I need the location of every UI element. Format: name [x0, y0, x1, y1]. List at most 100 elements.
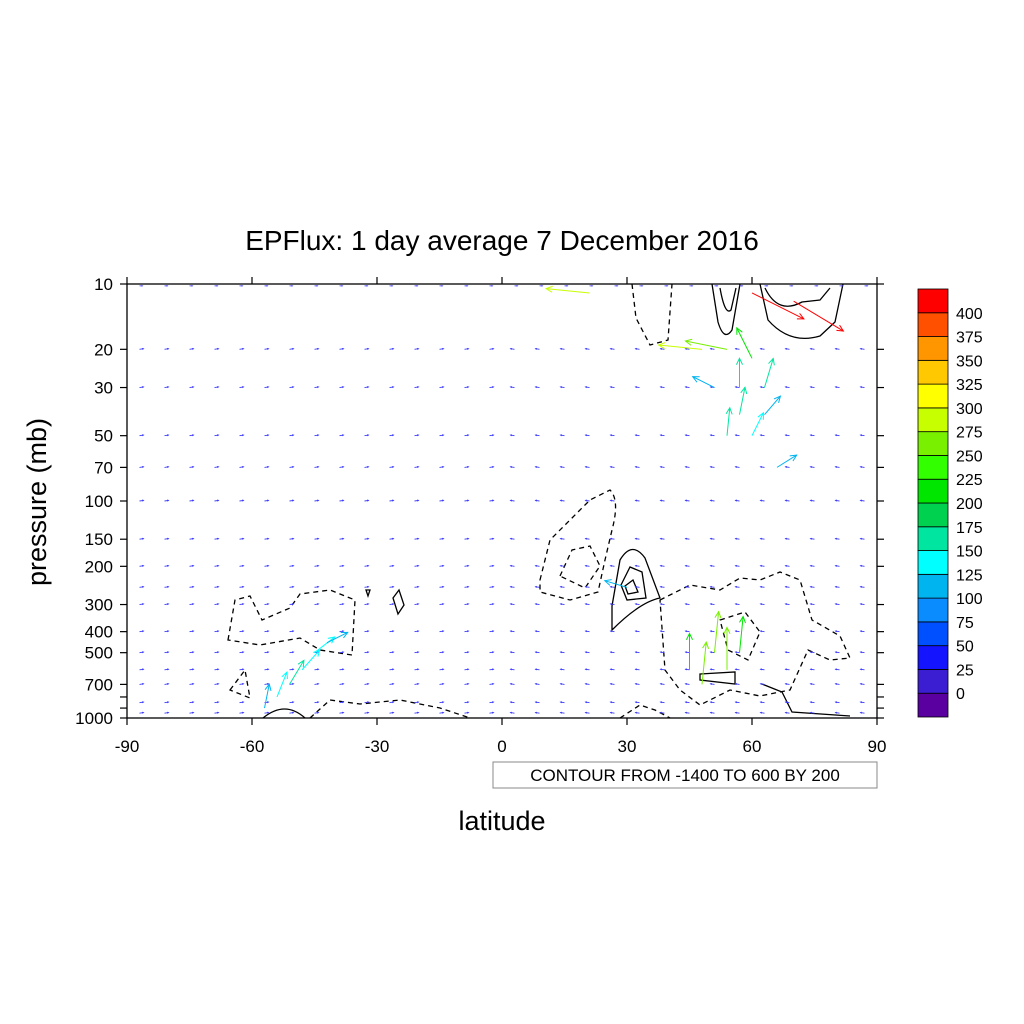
flux-vector [489, 651, 495, 654]
flux-vector [559, 386, 565, 389]
flux-vector [659, 537, 665, 540]
flux-vector [659, 711, 665, 714]
flux-vector [464, 347, 470, 350]
flux-vector [764, 357, 775, 388]
flux-vector [264, 603, 270, 606]
flux-vector [734, 603, 740, 606]
flux-vector [609, 630, 615, 633]
flux-vector [559, 668, 565, 671]
flux-vector [509, 564, 515, 567]
flux-vector [164, 585, 170, 588]
contour-info-text: CONTOUR FROM -1400 TO 600 BY 200 [530, 766, 840, 785]
flux-vector [364, 701, 370, 704]
flux-vector [189, 711, 195, 714]
flux-vector [364, 347, 370, 350]
flux-vector [489, 701, 495, 704]
flux-vector [439, 585, 445, 588]
flux-vector [809, 564, 815, 567]
flux-vector [759, 668, 765, 671]
flux-vector [214, 651, 220, 654]
flux-vector [489, 668, 495, 671]
flux-vector [439, 285, 444, 287]
contour-line [392, 588, 405, 616]
flux-vector [864, 285, 869, 287]
flux-vector [684, 651, 690, 654]
colorbar-label: 75 [956, 615, 974, 632]
flux-vector [189, 347, 195, 350]
flux-vector [709, 682, 715, 685]
flux-vector [764, 395, 782, 415]
flux-vector [239, 285, 244, 287]
flux-vector [214, 564, 220, 567]
flux-vector [389, 668, 395, 671]
flux-vector [189, 434, 195, 437]
flux-vector [659, 668, 665, 671]
flux-vector [734, 499, 740, 502]
colorbar-swatch [917, 621, 949, 647]
flux-vector [859, 465, 865, 468]
flux-vector [464, 682, 470, 685]
flux-vector [584, 434, 590, 437]
flux-vector [164, 537, 170, 540]
colorbar-swatch [917, 692, 949, 718]
flux-vector [489, 499, 495, 502]
flux-vector [414, 701, 420, 704]
flux-vector [389, 630, 395, 633]
flux-vector [264, 564, 270, 567]
flux-vector [691, 376, 715, 388]
flux-vector [239, 711, 245, 714]
flux-vector [326, 631, 349, 644]
flux-vector [239, 603, 245, 606]
flux-vector [464, 630, 470, 633]
flux-vector [684, 347, 690, 350]
flux-vector [264, 347, 270, 350]
flux-vector [489, 682, 495, 685]
flux-vector [809, 651, 815, 654]
flux-vector [723, 626, 731, 670]
flux-vector [659, 499, 665, 502]
flux-vector [339, 285, 344, 287]
flux-vector [214, 668, 220, 671]
colorbar-swatch [917, 669, 949, 694]
flux-vector [609, 651, 615, 654]
flux-vector [489, 711, 495, 714]
contour-line [631, 283, 673, 346]
flux-vector [489, 285, 494, 287]
flux-vector [439, 603, 445, 606]
flux-vector [164, 603, 170, 606]
contour-line [719, 287, 737, 312]
flux-vector [759, 630, 765, 633]
contour-line [559, 545, 601, 589]
flux-vector [364, 499, 370, 502]
flux-vector [339, 711, 345, 714]
flux-vector [489, 386, 495, 389]
flux-vector [414, 651, 420, 654]
flux-vector [859, 564, 865, 567]
flux-vector [489, 465, 495, 468]
flux-vector [389, 285, 394, 287]
flux-vector [414, 630, 420, 633]
flux-vector [759, 585, 765, 588]
flux-vector [314, 585, 320, 588]
flux-vector [239, 564, 245, 567]
flux-vector [534, 701, 540, 704]
flux-vector [584, 630, 590, 633]
flux-vector [584, 537, 590, 540]
flux-vector [339, 668, 345, 671]
flux-vector [139, 285, 144, 287]
flux-vector [534, 585, 540, 588]
flux-vector [759, 682, 765, 685]
flux-vector [339, 434, 345, 437]
colorbar-label: 0 [956, 686, 965, 703]
flux-vector [759, 711, 765, 714]
flux-vector [489, 564, 495, 567]
flux-vector [214, 585, 220, 588]
flux-vector [289, 701, 295, 704]
colorbar-swatch [917, 407, 949, 433]
flux-vector [314, 603, 320, 606]
flux-vector [609, 711, 615, 714]
flux-vector [634, 603, 640, 606]
flux-vector [164, 682, 170, 685]
contour-line [764, 287, 831, 307]
flux-vector [164, 711, 170, 714]
